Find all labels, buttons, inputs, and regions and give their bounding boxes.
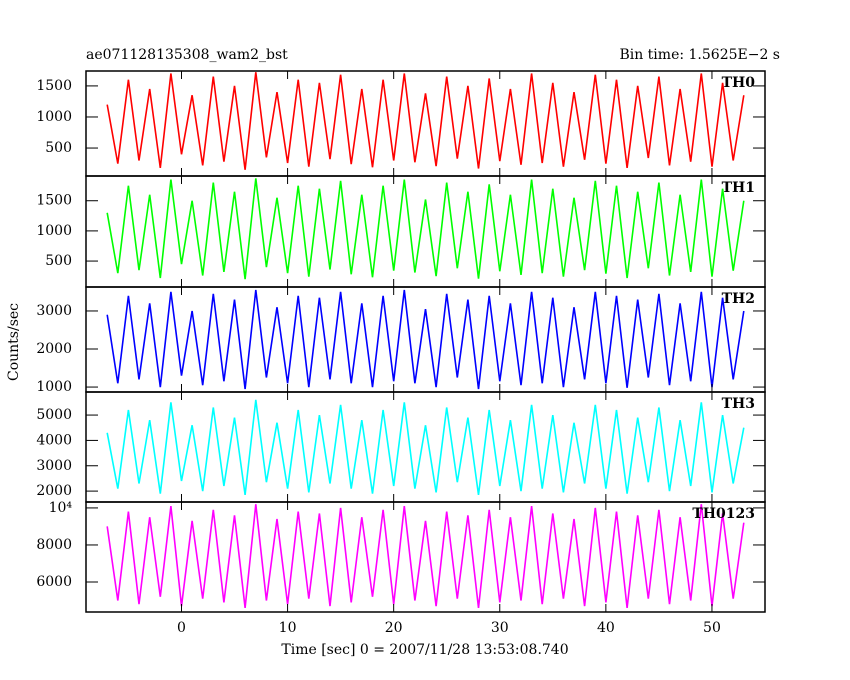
x-tick-label: 20 xyxy=(385,620,403,636)
series-label: TH0123 xyxy=(692,506,755,522)
series-label: TH0 xyxy=(722,75,756,91)
light-curve xyxy=(106,289,745,390)
y-tick-label: 8000 xyxy=(36,537,72,553)
y-tick-label: 1000 xyxy=(36,223,72,239)
y-tick-label: 500 xyxy=(45,140,72,156)
light-curve xyxy=(106,504,745,608)
y-tick-label: 1000 xyxy=(36,379,72,395)
x-tick-label: 40 xyxy=(597,620,615,636)
series-label: TH1 xyxy=(722,180,755,196)
series-label: TH3 xyxy=(722,396,755,412)
y-tick-label: 1500 xyxy=(36,193,72,209)
y-tick-label: 3000 xyxy=(36,303,72,319)
light-curve xyxy=(106,399,745,496)
light-curve xyxy=(106,72,745,170)
y-tick-label: 500 xyxy=(45,253,72,269)
x-tick-label: 30 xyxy=(491,620,509,636)
series-label: TH2 xyxy=(722,291,755,307)
y-tick-label: 1000 xyxy=(36,109,72,125)
x-tick-label: 50 xyxy=(703,620,721,636)
y-tick-label: 2000 xyxy=(36,483,72,499)
y-tick-label: 3000 xyxy=(36,458,72,474)
y-tick-label: 5000 xyxy=(36,407,72,423)
panel-frame xyxy=(85,175,766,288)
x-axis-label: Time [sec] 0 = 2007/11/28 13:53:08.740 xyxy=(281,642,568,658)
y-tick-label: 6000 xyxy=(36,574,72,590)
panel-frame xyxy=(85,501,766,613)
chart-title: ae071128135308_wam2_bst xyxy=(86,47,288,63)
x-tick-label: 10 xyxy=(279,620,297,636)
y-axis-label: Counts/sec xyxy=(6,303,22,381)
chart-subtitle: Bin time: 1.5625E−2 s xyxy=(619,47,780,63)
x-tick-label: 0 xyxy=(177,620,186,636)
y-tick-label: 2000 xyxy=(36,341,72,357)
light-curve xyxy=(106,178,745,280)
y-tick-label: 1500 xyxy=(36,78,72,94)
panel-frame xyxy=(85,70,766,177)
y-tick-label: 10⁴ xyxy=(49,500,73,516)
y-tick-label: 4000 xyxy=(36,432,72,448)
